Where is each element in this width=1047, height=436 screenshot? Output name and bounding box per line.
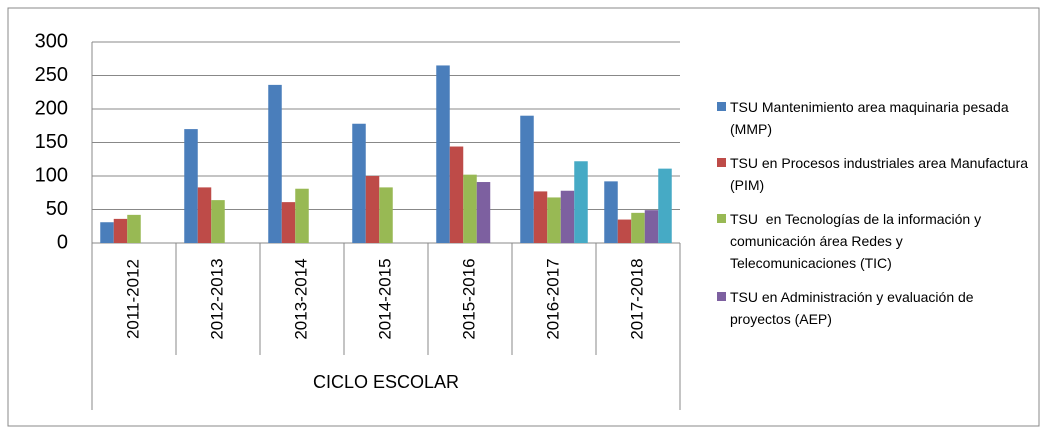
bar bbox=[476, 182, 491, 243]
bar bbox=[644, 210, 659, 243]
legend-swatch bbox=[717, 102, 726, 111]
bar bbox=[197, 187, 212, 243]
bar bbox=[449, 146, 464, 243]
bar bbox=[463, 174, 477, 243]
y-tick-label: 250 bbox=[35, 64, 68, 86]
legend-swatch bbox=[717, 292, 726, 301]
bar bbox=[533, 191, 548, 243]
bar bbox=[268, 84, 282, 243]
x-tick-label: 2015-2016 bbox=[459, 258, 478, 339]
legend-label: TSU en Tecnologías de la información y c… bbox=[730, 211, 985, 271]
bar bbox=[379, 187, 393, 243]
x-tick-label: 2016-2017 bbox=[543, 258, 562, 339]
bar bbox=[184, 129, 198, 243]
bar bbox=[100, 222, 114, 243]
legend-label: TSU en Procesos industriales area Manufa… bbox=[730, 155, 1032, 193]
bar bbox=[604, 181, 618, 243]
bar bbox=[365, 176, 380, 243]
bar bbox=[352, 123, 366, 243]
bar bbox=[547, 197, 561, 243]
bar bbox=[113, 218, 128, 243]
bar bbox=[436, 65, 450, 243]
x-axis-title: CICLO ESCOLAR bbox=[313, 372, 459, 392]
x-tick-label: 2012-2013 bbox=[207, 258, 226, 339]
legend-label: TSU Mantenimiento area maquinaria pesada… bbox=[730, 99, 1013, 137]
y-tick-label: 100 bbox=[35, 164, 68, 186]
bar bbox=[631, 212, 645, 243]
x-tick-label: 2011-2012 bbox=[123, 259, 142, 339]
x-tick-label: 2017-2018 bbox=[627, 258, 646, 339]
y-tick-label: 200 bbox=[35, 97, 68, 119]
bar bbox=[658, 168, 672, 243]
x-tick-label: 2014-2015 bbox=[375, 258, 394, 339]
y-tick-label: 50 bbox=[46, 198, 68, 220]
bar bbox=[127, 214, 141, 243]
legend-swatch bbox=[717, 214, 726, 223]
y-tick-label: 150 bbox=[35, 131, 68, 153]
bar bbox=[520, 115, 534, 243]
y-tick-label: 300 bbox=[35, 30, 68, 52]
legend-swatch bbox=[717, 158, 726, 167]
bar bbox=[574, 161, 588, 243]
bar bbox=[211, 200, 225, 243]
y-tick-label: 0 bbox=[57, 231, 68, 253]
legend-label: TSU en Administración y evaluación de pr… bbox=[730, 289, 978, 327]
x-tick-label: 2013-2014 bbox=[291, 258, 310, 339]
bar bbox=[617, 219, 632, 243]
bar bbox=[281, 202, 296, 243]
bar bbox=[295, 188, 309, 243]
bar bbox=[560, 190, 575, 243]
